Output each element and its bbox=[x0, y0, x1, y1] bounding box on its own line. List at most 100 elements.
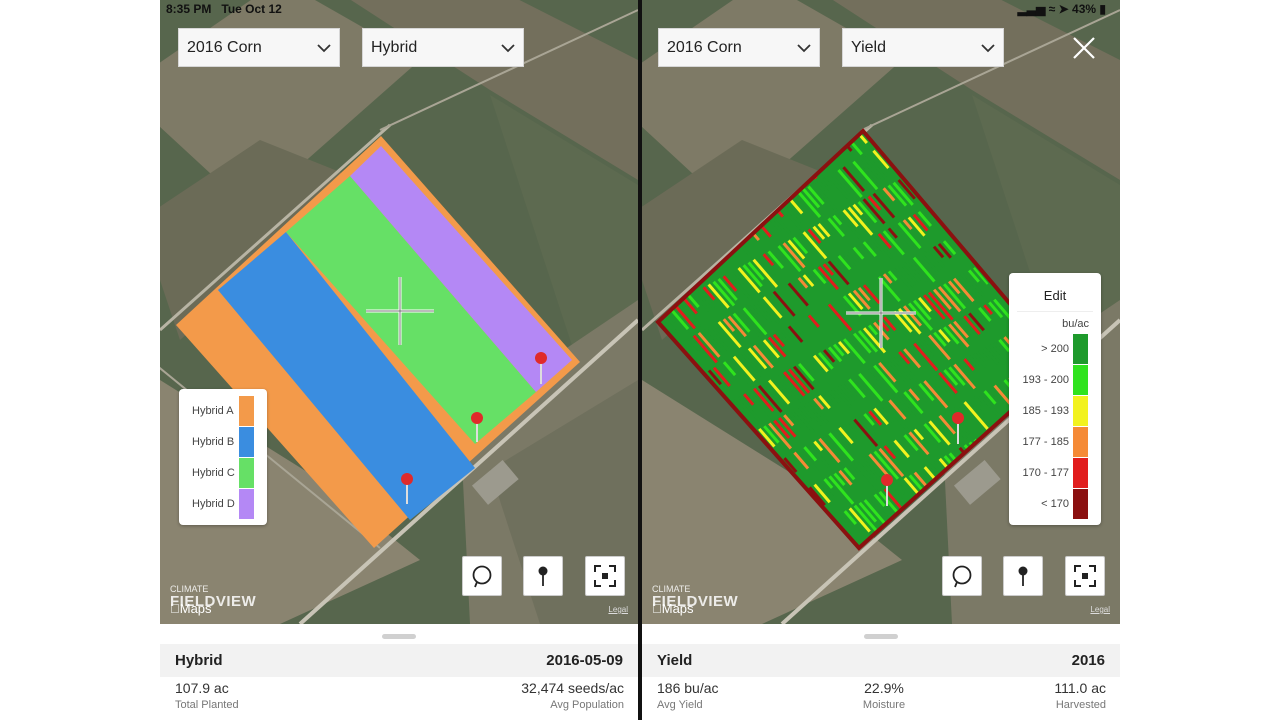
fieldview-logo: CLIMATE FIELDVIEW bbox=[170, 584, 256, 610]
close-icon[interactable] bbox=[1072, 36, 1096, 60]
map-pin-icon[interactable] bbox=[401, 473, 413, 504]
legend-label: Hybrid B bbox=[192, 436, 235, 448]
status-time: 8:35 PM Tue Oct 12 bbox=[166, 2, 282, 20]
stat-label: Avg Population bbox=[550, 699, 624, 711]
legend-label: > 200 bbox=[1041, 343, 1069, 355]
map-pin-icon[interactable] bbox=[952, 412, 964, 444]
lasso-button[interactable] bbox=[462, 556, 502, 596]
battery-percent: 43% bbox=[1072, 2, 1097, 16]
layer-dropdown[interactable]: Hybrid bbox=[362, 28, 524, 67]
legend-label: 193 - 200 bbox=[1022, 374, 1069, 386]
location-icon: ➤ bbox=[1058, 2, 1069, 16]
stat-value: 111.0 ac bbox=[1054, 680, 1106, 696]
pin-icon bbox=[1018, 566, 1028, 586]
legend-swatch bbox=[239, 427, 254, 457]
legend-label: 177 - 185 bbox=[1022, 436, 1069, 448]
chevron-down-icon bbox=[317, 43, 331, 52]
season-dropdown[interactable]: 2016 Corn bbox=[658, 28, 820, 67]
hybrid-map[interactable] bbox=[160, 0, 638, 624]
frame-focus-icon bbox=[594, 565, 616, 587]
layer-dropdown[interactable]: Yield bbox=[842, 28, 1004, 67]
field-hybrid-a[interactable] bbox=[176, 136, 580, 548]
split-screen: 8:35 PM Tue Oct 12 2016 Corn Hybrid Hybr… bbox=[160, 0, 1120, 720]
legend-unit: bu/ac bbox=[1062, 318, 1089, 330]
panel-header: Hybrid 2016-05-09 bbox=[160, 644, 638, 677]
legend-swatch bbox=[239, 396, 254, 426]
wifi-icon: ≈ bbox=[1048, 2, 1056, 16]
chevron-down-icon bbox=[981, 43, 995, 52]
legal-link[interactable]: Legal bbox=[1090, 605, 1110, 614]
stat-moisture: 22.9% Moisture bbox=[842, 680, 926, 711]
panel-year: 2016 bbox=[1071, 652, 1105, 669]
yield-legend: Edit bu/ac > 200 193 - 200 185 - 193 177… bbox=[1009, 273, 1101, 525]
maps-text: Maps bbox=[652, 601, 694, 616]
stat-value: 107.9 ac bbox=[175, 680, 229, 696]
battery-icon: ▮ bbox=[1099, 2, 1106, 16]
legend-swatch bbox=[239, 458, 254, 488]
stat-label: Moisture bbox=[862, 699, 906, 711]
season-value: 2016 Corn bbox=[187, 38, 262, 56]
crosshair-icon bbox=[366, 277, 434, 345]
status-icons: ▂▃▅ ≈ ➤ 43% ▮ bbox=[1018, 2, 1106, 20]
pin-icon bbox=[538, 566, 548, 586]
hybrid-legend: Hybrid A Hybrid B Hybrid C Hybrid D bbox=[179, 389, 267, 525]
clock: 8:35 PM bbox=[166, 2, 212, 16]
maps-text: Maps bbox=[170, 601, 212, 616]
legend-swatch bbox=[1073, 489, 1088, 519]
legend-swatch bbox=[1073, 427, 1088, 457]
season-dropdown[interactable]: 2016 Corn bbox=[178, 28, 340, 67]
apple-icon:  bbox=[170, 601, 180, 616]
legend-label: Hybrid C bbox=[192, 467, 235, 479]
lasso-button[interactable] bbox=[942, 556, 982, 596]
apple-maps-label: Maps bbox=[170, 601, 212, 616]
stat-avg-yield: 186 bu/ac Avg Yield bbox=[657, 680, 719, 711]
stat-avg-population: 32,474 seeds/ac Avg Population bbox=[521, 680, 624, 711]
logo-name: FIELDVIEW bbox=[652, 593, 739, 610]
frame-focus-icon bbox=[1074, 565, 1096, 587]
panel-title: Hybrid bbox=[175, 652, 223, 669]
legend-swatch bbox=[1073, 458, 1088, 488]
logo-top: CLIMATE bbox=[170, 584, 209, 594]
lasso-icon bbox=[952, 565, 972, 588]
map-pin-icon[interactable] bbox=[535, 352, 547, 384]
field-hybrid-d[interactable] bbox=[350, 146, 572, 392]
stat-label: Total Planted bbox=[175, 699, 239, 711]
field-hybrid-b[interactable] bbox=[218, 232, 475, 520]
stat-value: 22.9% bbox=[864, 680, 904, 696]
apple-icon:  bbox=[652, 601, 662, 616]
legend-label: 185 - 193 bbox=[1022, 405, 1069, 417]
stat-label: Harvested bbox=[1055, 699, 1106, 711]
stat-label: Avg Yield bbox=[657, 699, 703, 711]
legend-label: < 170 bbox=[1041, 498, 1069, 510]
legend-label: Hybrid A bbox=[192, 405, 234, 417]
date: Tue Oct 12 bbox=[221, 2, 282, 16]
crosshair-icon bbox=[846, 278, 916, 348]
drag-handle[interactable] bbox=[864, 634, 898, 639]
layer-value: Yield bbox=[851, 38, 886, 56]
signal-icon: ▂▃▅ bbox=[1017, 2, 1046, 16]
chevron-down-icon bbox=[797, 43, 811, 52]
split-divider[interactable] bbox=[638, 0, 642, 720]
drag-handle[interactable] bbox=[382, 634, 416, 639]
map-pin-icon[interactable] bbox=[881, 474, 893, 506]
legend-label: 170 - 177 bbox=[1022, 467, 1069, 479]
legend-edit-button[interactable]: Edit bbox=[1017, 281, 1093, 312]
summary-panel: Yield 2016 186 bu/ac Avg Yield 22.9% Moi… bbox=[642, 624, 1120, 720]
recenter-button[interactable] bbox=[1065, 556, 1105, 596]
panel-date: 2016-05-09 bbox=[546, 652, 623, 669]
stat-total-planted: 107.9 ac Total Planted bbox=[175, 680, 239, 711]
legend-swatch bbox=[1073, 334, 1088, 364]
drop-pin-button[interactable] bbox=[1003, 556, 1043, 596]
legend-label: Hybrid D bbox=[192, 498, 235, 510]
chevron-down-icon bbox=[501, 43, 515, 52]
drop-pin-button[interactable] bbox=[523, 556, 563, 596]
hybrid-pane: 8:35 PM Tue Oct 12 2016 Corn Hybrid Hybr… bbox=[160, 0, 638, 720]
map-pin-icon[interactable] bbox=[471, 412, 483, 442]
legend-swatch bbox=[1073, 396, 1088, 426]
recenter-button[interactable] bbox=[585, 556, 625, 596]
stat-harvested: 111.0 ac Harvested bbox=[1054, 680, 1106, 711]
legal-link[interactable]: Legal bbox=[608, 605, 628, 614]
legend-swatch bbox=[239, 489, 254, 519]
season-value: 2016 Corn bbox=[667, 38, 742, 56]
logo-name: FIELDVIEW bbox=[170, 593, 257, 610]
